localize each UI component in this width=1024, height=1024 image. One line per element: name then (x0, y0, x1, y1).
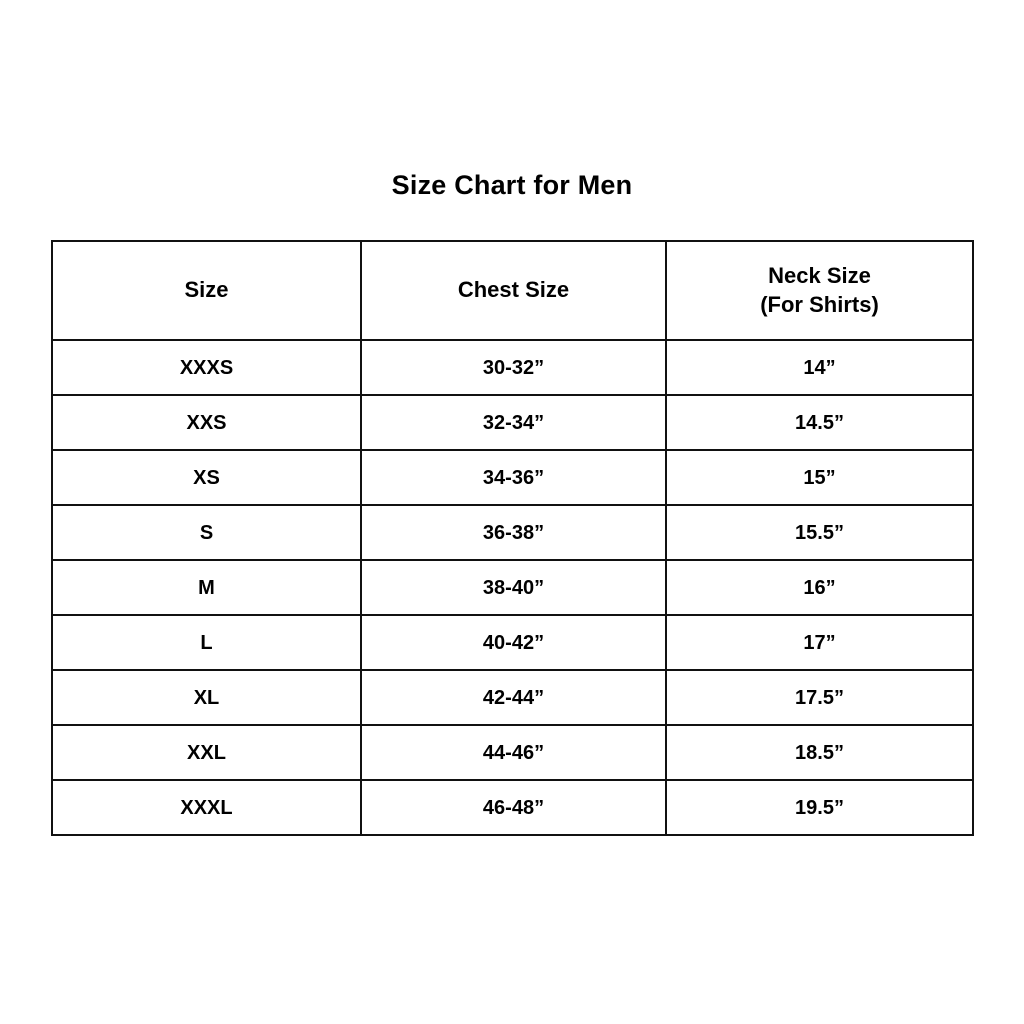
cell-neck-size: 15” (665, 449, 974, 506)
cell-size: L (51, 614, 362, 671)
cell-size: XS (51, 449, 362, 506)
cell-chest-size: 32-34” (360, 394, 667, 451)
cell-chest-size: 42-44” (360, 669, 667, 726)
cell-neck-size: 14.5” (665, 394, 974, 451)
page-title: Size Chart for Men (391, 170, 633, 200)
column-header-neck-size-line1: Neck Size (768, 263, 871, 289)
cell-chest-size: 44-46” (360, 724, 667, 781)
table-row: XL 42-44” 17.5” (51, 669, 974, 726)
cell-neck-size: 19.5” (665, 779, 974, 836)
table-row: S 36-38” 15.5” (51, 504, 974, 561)
cell-chest-size: 36-38” (360, 504, 667, 561)
table-row: XXS 32-34” 14.5” (51, 394, 974, 451)
column-header-neck-size: Neck Size (For Shirts) (665, 240, 974, 341)
table-row: XXXL 46-48” 19.5” (51, 779, 974, 836)
table-row: M 38-40” 16” (51, 559, 974, 616)
cell-neck-size: 18.5” (665, 724, 974, 781)
table-header: Size Chest Size Neck Size (For Shirts) (51, 240, 974, 341)
column-header-size: Size (51, 240, 362, 341)
table-row: XS 34-36” 15” (51, 449, 974, 506)
cell-chest-size: 46-48” (360, 779, 667, 836)
cell-chest-size: 40-42” (360, 614, 667, 671)
cell-size: XXS (51, 394, 362, 451)
column-header-chest-size: Chest Size (360, 240, 667, 341)
cell-size: S (51, 504, 362, 561)
cell-size: XXXL (51, 779, 362, 836)
table-header-row: Size Chest Size Neck Size (For Shirts) (51, 240, 974, 341)
cell-neck-size: 17” (665, 614, 974, 671)
cell-chest-size: 38-40” (360, 559, 667, 616)
table-row: XXXS 30-32” 14” (51, 339, 974, 396)
table-row: L 40-42” 17” (51, 614, 974, 671)
cell-neck-size: 15.5” (665, 504, 974, 561)
table-row: XXL 44-46” 18.5” (51, 724, 974, 781)
cell-neck-size: 14” (665, 339, 974, 396)
cell-neck-size: 16” (665, 559, 974, 616)
cell-neck-size: 17.5” (665, 669, 974, 726)
cell-size: XXXS (51, 339, 362, 396)
table-body: XXXS 30-32” 14” XXS 32-34” 14.5” XS 34-3… (51, 339, 974, 836)
cell-chest-size: 30-32” (360, 339, 667, 396)
cell-size: M (51, 559, 362, 616)
cell-size: XL (51, 669, 362, 726)
cell-chest-size: 34-36” (360, 449, 667, 506)
cell-size: XXL (51, 724, 362, 781)
size-chart-table: Size Chest Size Neck Size (For Shirts) X… (51, 240, 974, 836)
column-header-neck-size-line2: (For Shirts) (760, 291, 879, 317)
